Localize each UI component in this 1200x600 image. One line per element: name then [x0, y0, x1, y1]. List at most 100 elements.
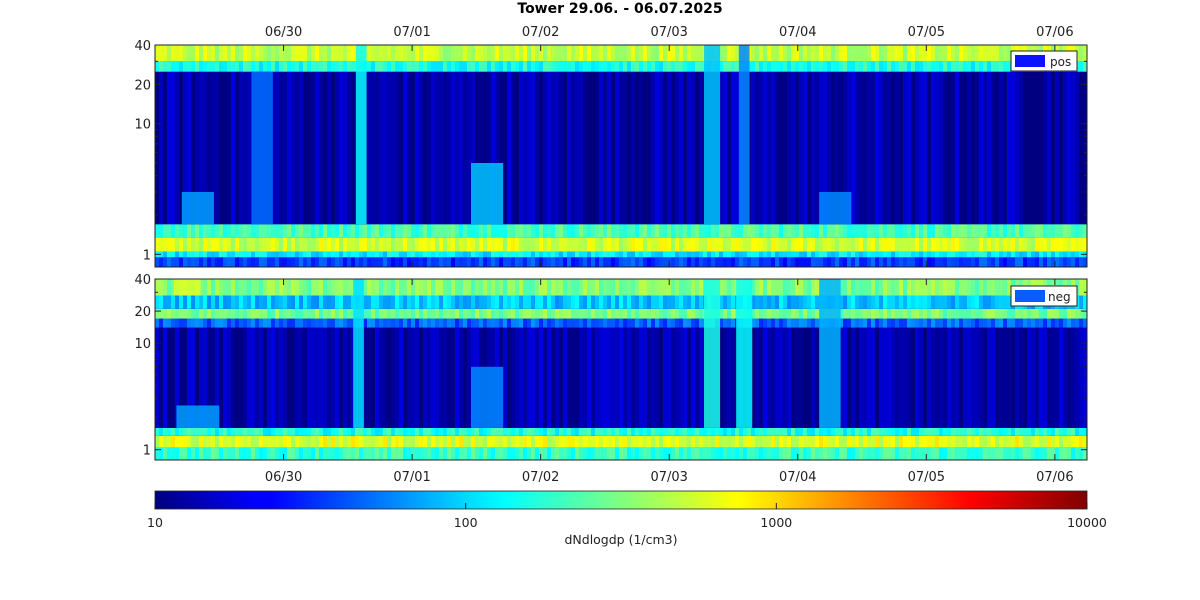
heatmap-cell: [155, 45, 160, 62]
heatmap-cell: [511, 224, 516, 238]
heatmap-cell: [279, 251, 284, 258]
heatmap-cell: [1079, 257, 1084, 267]
heatmap-cell: [555, 61, 560, 72]
heatmap-cell: [615, 224, 620, 238]
heatmap-cell: [895, 435, 900, 448]
heatmap-cell: [471, 279, 476, 296]
heatmap-cell: [435, 237, 440, 252]
heatmap-cell: [507, 71, 512, 225]
heatmap-cell: [559, 251, 564, 258]
heatmap-cell: [799, 71, 804, 225]
heatmap-cell: [375, 318, 380, 328]
heatmap-cell: [739, 435, 744, 448]
heatmap-cell: [623, 71, 628, 225]
heatmap-cell: [995, 45, 1000, 62]
heatmap-cell: [883, 279, 888, 296]
heatmap-cell: [339, 257, 344, 267]
heatmap-cell: [567, 308, 572, 319]
heatmap-cell: [783, 447, 788, 460]
heatmap-cell: [859, 327, 864, 428]
heatmap-cell: [675, 447, 680, 460]
heatmap-cell: [431, 447, 436, 460]
heatmap-cell: [987, 61, 992, 72]
heatmap-cell: [767, 61, 772, 72]
heatmap-cell: [427, 45, 432, 62]
heatmap-cell: [691, 61, 696, 72]
heatmap-cell: [451, 295, 456, 309]
heatmap-cell: [1083, 327, 1088, 428]
heatmap-cell: [659, 61, 664, 72]
heatmap-cell: [539, 427, 544, 436]
heatmap-cell: [963, 71, 968, 225]
heatmap-cell: [219, 45, 224, 62]
heatmap-cell: [795, 327, 800, 428]
heatmap-cell: [167, 308, 172, 319]
heatmap-cell: [407, 224, 412, 238]
heatmap-cell: [187, 45, 192, 62]
heatmap-cell: [811, 251, 816, 258]
heatmap-cell: [531, 279, 536, 296]
heatmap-cell: [387, 251, 392, 258]
heatmap-cell: [607, 45, 612, 62]
heatmap-cell: [827, 237, 832, 252]
heatmap-cell: [259, 237, 264, 252]
heatmap-cell: [247, 45, 252, 62]
heatmap-cell: [259, 257, 264, 267]
heatmap-cell: [171, 257, 176, 267]
heatmap-cell: [1083, 257, 1088, 267]
heatmap-cell: [647, 447, 652, 460]
heatmap-cell: [239, 427, 244, 436]
heatmap-cell: [239, 295, 244, 309]
heatmap-cell: [499, 61, 504, 72]
heatmap-cell: [883, 237, 888, 252]
heatmap-cell: [379, 308, 384, 319]
heatmap-cell: [815, 224, 820, 238]
heatmap-cell: [439, 318, 444, 328]
heatmap-cell: [915, 447, 920, 460]
heatmap-cell: [631, 318, 636, 328]
heatmap-cell: [1035, 224, 1040, 238]
heatmap-cell: [515, 45, 520, 62]
heatmap-cell: [647, 318, 652, 328]
heatmap-cell: [267, 61, 272, 72]
heatmap-cell: [347, 447, 352, 460]
heatmap-cell: [1031, 327, 1036, 428]
heatmap-cell: [895, 61, 900, 72]
heatmap-cell: [971, 279, 976, 296]
heatmap-cell: [743, 251, 748, 258]
heatmap-cell: [871, 257, 876, 267]
heatmap-cell: [163, 327, 168, 428]
heatmap-cell: [643, 61, 648, 72]
heatmap-cell: [995, 435, 1000, 448]
heatmap-cell: [731, 427, 736, 436]
heatmap-cell: [927, 427, 932, 436]
heatmap-cell: [883, 45, 888, 62]
heatmap-cell: [639, 279, 644, 296]
heatmap-cell: [527, 61, 532, 72]
heatmap-cell: [1067, 71, 1072, 225]
legend-label-neg: neg: [1048, 290, 1071, 304]
heatmap-cell: [603, 427, 608, 436]
heatmap-cell: [687, 308, 692, 319]
heatmap-cell: [527, 257, 532, 267]
heatmap-cell: [811, 318, 816, 328]
heatmap-cell: [547, 427, 552, 436]
heatmap-cell: [503, 308, 508, 319]
heatmap-cell: [647, 71, 652, 225]
heatmap-cell: [347, 427, 352, 436]
heatmap-cell: [687, 251, 692, 258]
heatmap-cell: [303, 237, 308, 252]
heatmap-cell: [811, 435, 816, 448]
heatmap-cell: [955, 251, 960, 258]
heatmap-cell: [871, 61, 876, 72]
heatmap-cell: [839, 447, 844, 460]
heatmap-cell: [395, 257, 400, 267]
heatmap-cell: [175, 447, 180, 460]
heatmap-cell: [203, 45, 208, 62]
heatmap-cell: [523, 237, 528, 252]
heatmap-cell: [675, 318, 680, 328]
heatmap-cell: [723, 435, 728, 448]
heatmap-cell: [987, 224, 992, 238]
heatmap-cell: [419, 295, 424, 309]
